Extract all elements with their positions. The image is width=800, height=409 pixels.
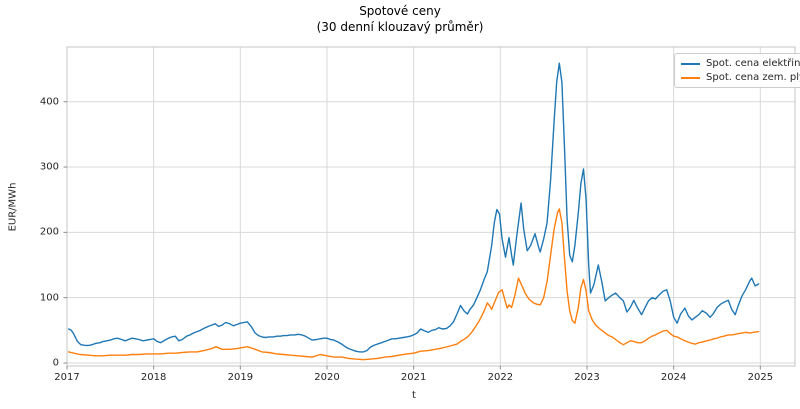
y-tick-label: 100 bbox=[39, 292, 59, 304]
legend-item: Spot. cena zem. plynu bbox=[681, 72, 800, 83]
chart-subtitle: (30 denní klouzavý průměr) bbox=[316, 20, 484, 34]
x-tick-label: 2019 bbox=[227, 372, 254, 383]
series-line-gas bbox=[67, 208, 760, 361]
x-tick-label: 2018 bbox=[140, 372, 167, 383]
y-tick-label: 200 bbox=[39, 226, 59, 238]
x-tick-label: 2022 bbox=[487, 372, 514, 383]
y-tick-label: 0 bbox=[52, 357, 59, 369]
x-tick-label: 2017 bbox=[54, 372, 80, 383]
x-tick-label: 2024 bbox=[660, 372, 687, 383]
x-axis-label: t bbox=[412, 390, 416, 401]
chart-title: Spotové ceny bbox=[359, 4, 441, 18]
y-tick-label: 400 bbox=[39, 96, 59, 108]
legend-line-swatch bbox=[681, 76, 700, 79]
plot-border bbox=[66, 46, 796, 367]
x-tick-label: 2025 bbox=[747, 372, 774, 383]
legend-line-swatch bbox=[681, 62, 700, 65]
x-tick-label: 2021 bbox=[400, 372, 427, 383]
series-line-electricity bbox=[67, 62, 760, 353]
x-tick-label: 2020 bbox=[314, 372, 340, 383]
legend-item: Spot. cena elektřiny bbox=[681, 58, 800, 69]
legend-label: Spot. cena zem. plynu bbox=[706, 72, 800, 83]
x-tick-label: 2023 bbox=[574, 372, 600, 383]
legend-label: Spot. cena elektřiny bbox=[706, 58, 800, 69]
legend: Spot. cena elektřiny Spot. cena zem. plyn… bbox=[674, 53, 800, 88]
y-axis-label: EUR/MWh bbox=[7, 182, 19, 232]
y-tick-label: 300 bbox=[39, 161, 59, 173]
